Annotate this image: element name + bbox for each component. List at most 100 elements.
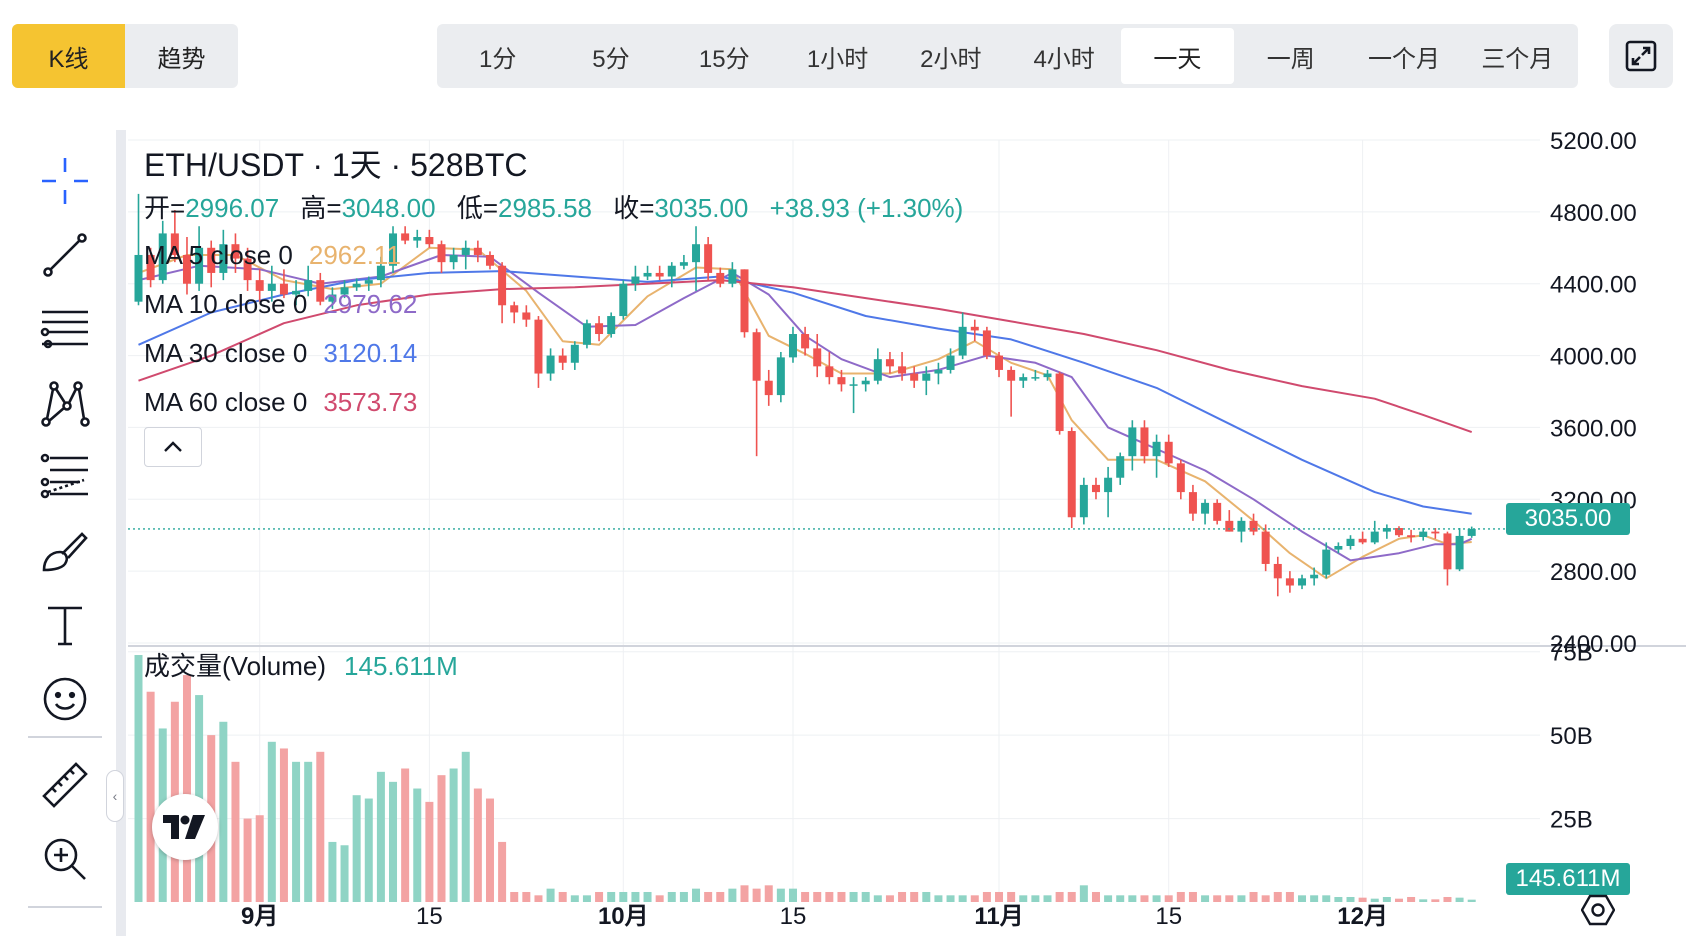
ma-line: [138, 254, 1473, 562]
crosshair-tool[interactable]: [38, 154, 92, 208]
tab-kline[interactable]: K线: [12, 24, 125, 88]
volume-bar: [1431, 899, 1440, 902]
chart-settings-button[interactable]: [1578, 890, 1618, 930]
emoji-tool[interactable]: [38, 672, 92, 726]
volume-bar: [1285, 891, 1294, 902]
candle-body: [485, 254, 494, 266]
interval-5m[interactable]: 5分: [592, 45, 630, 73]
volume-bar: [1019, 895, 1028, 902]
volume-bar: [1043, 895, 1052, 902]
volume-bar: [1213, 895, 1222, 902]
horizontal-lines-tool[interactable]: [38, 302, 92, 356]
candle-body: [679, 262, 688, 266]
fib-icon: [40, 453, 88, 499]
candle-body: [1213, 502, 1222, 521]
candle-body: [776, 357, 785, 396]
volume-bar: [619, 891, 628, 902]
volume-bar: [304, 761, 313, 902]
candle-body: [437, 244, 446, 263]
interval-1h[interactable]: 1小时: [806, 45, 869, 73]
candle-body: [1225, 520, 1234, 532]
candle-body: [328, 294, 337, 302]
brush-tool[interactable]: [38, 524, 92, 578]
crosshair-icon: [42, 158, 88, 204]
volume-bar: [267, 741, 276, 902]
volume-bar: [219, 721, 228, 902]
candle-body: [461, 247, 470, 255]
drawing-toolbar: [28, 140, 102, 936]
volume-bar: [958, 895, 967, 902]
volume-bar: [352, 795, 361, 902]
volume-bar: [1298, 895, 1307, 902]
candle-body: [825, 366, 834, 378]
volume-bar: [837, 891, 846, 902]
candle-body: [898, 366, 907, 374]
candle-body: [1407, 535, 1416, 538]
candle-body: [340, 287, 349, 295]
interval-15m[interactable]: 15分: [698, 45, 750, 73]
volume-bar: [364, 798, 373, 902]
candle-body: [207, 247, 216, 273]
zoom-in-tool[interactable]: [38, 832, 92, 886]
candle-body: [1116, 456, 1125, 478]
candle-body: [1443, 533, 1452, 570]
time-axis-label: 11月: [974, 903, 1023, 930]
tab-trend[interactable]: 趋势: [157, 45, 206, 73]
fullscreen-button[interactable]: [1609, 24, 1673, 88]
volume-label: 成交量(Volume): [144, 651, 327, 681]
volume-bar: [134, 655, 143, 902]
horizontal-lines-icon: [40, 310, 88, 349]
candle-body: [970, 326, 979, 331]
fib-tool[interactable]: [38, 450, 92, 504]
pattern-tool[interactable]: [38, 376, 92, 430]
candle-body: [801, 334, 810, 349]
trend-line-tool[interactable]: [38, 228, 92, 282]
candle-body: [1394, 528, 1403, 536]
candle-body: [910, 373, 919, 381]
candle-body: [316, 280, 325, 302]
candle-body: [607, 316, 616, 335]
legend-collapse-button[interactable]: [144, 427, 202, 467]
candle-body: [788, 334, 797, 358]
volume-bar: [425, 801, 434, 902]
ruler-tool[interactable]: [38, 758, 92, 812]
candle-body: [510, 305, 519, 313]
tradingview-logo[interactable]: [152, 794, 218, 860]
text-tool[interactable]: [38, 598, 92, 652]
volume-bar: [1152, 895, 1161, 902]
time-axis-label: 15: [416, 903, 443, 930]
chevron-up-icon: [164, 441, 182, 452]
volume-bar: [255, 815, 264, 902]
candle-body: [1237, 520, 1246, 532]
candle-body: [1067, 431, 1076, 518]
toolbar-edge: [116, 130, 126, 936]
candle-body: [1322, 549, 1331, 575]
interval-2h[interactable]: 2小时: [920, 45, 982, 73]
interval-3mo[interactable]: 三个月: [1481, 45, 1554, 73]
candle-body: [558, 355, 567, 363]
volume-bar: [1310, 895, 1319, 902]
interval-1w[interactable]: 一周: [1266, 45, 1315, 73]
volume-bar: [1116, 895, 1125, 902]
interval-1mo[interactable]: 一个月: [1368, 45, 1441, 73]
interval-1d[interactable]: 一天: [1120, 28, 1235, 84]
volume-bar: [813, 891, 822, 902]
candle-body: [292, 290, 301, 295]
ma-line: [138, 279, 1473, 434]
time-axis-label: 15: [780, 903, 807, 930]
interval-1m[interactable]: 1分: [478, 45, 517, 73]
volume-bar: [1273, 891, 1282, 902]
toolbar-collapse-handle[interactable]: ‹: [106, 770, 124, 822]
candle-body: [704, 244, 713, 273]
candle-body: [1031, 377, 1040, 379]
candle-body: [934, 369, 943, 374]
volume-bar: [534, 895, 543, 902]
volume-bar: [1455, 897, 1464, 902]
candle-body: [1346, 538, 1355, 546]
volume-bar: [1382, 896, 1391, 902]
volume-bar: [667, 891, 676, 902]
volume-bar: [655, 895, 664, 902]
volume-bar: [461, 751, 470, 902]
interval-4h[interactable]: 4小时: [1033, 45, 1095, 73]
